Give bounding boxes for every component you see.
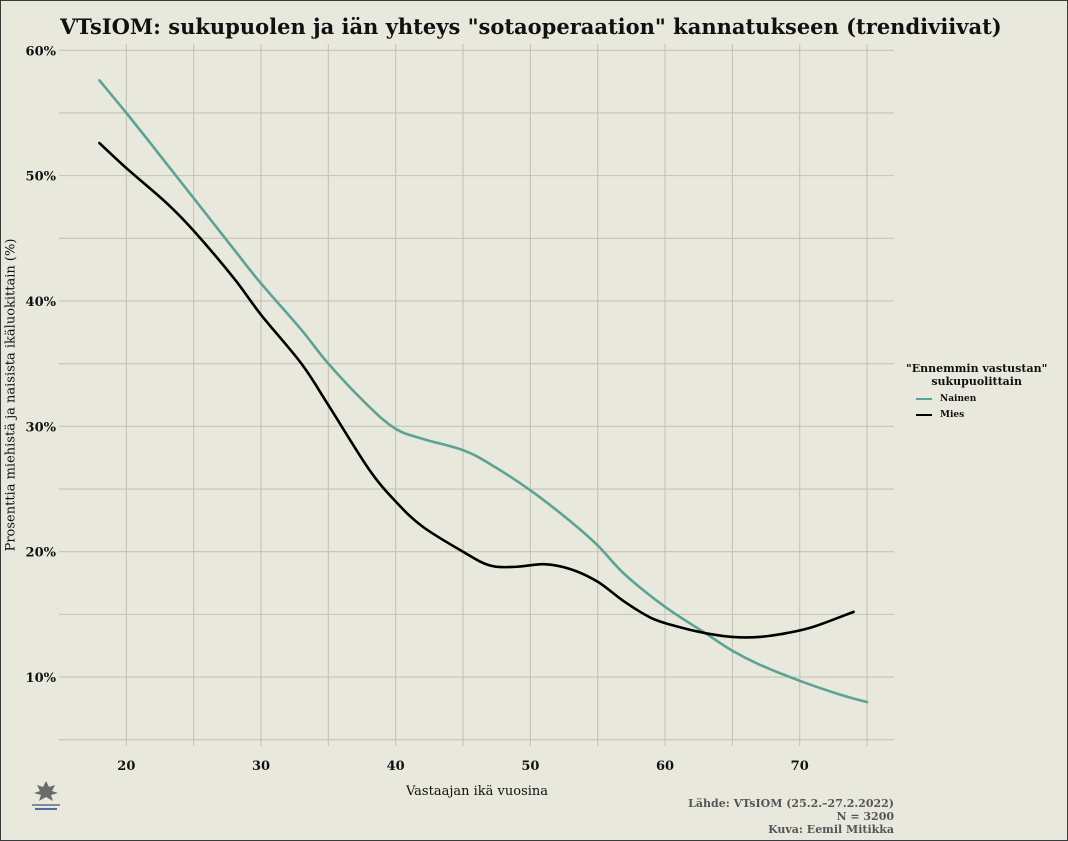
y-tick-label: 40% [26,295,57,310]
source-line: Lähde: VTsIOM (25.2.–27.2.2022) [688,797,894,810]
x-axis-label: Vastaajan ikä vuosina [405,784,549,799]
legend-swatch-nainen [916,398,932,400]
y-tick-label: 60% [26,44,57,59]
grid-major [59,44,894,746]
x-tick-label: 20 [117,759,135,774]
y-tick-label: 30% [26,420,57,435]
y-tick-label: 20% [26,546,57,561]
legend-item-nainen: Nainen [906,394,1047,404]
y-tick-label: 50% [26,170,57,185]
x-tick-label: 50 [521,759,539,774]
ticks-layer: 20 30 40 50 60 70 10% 20% 30% 40% 50% 60% [26,44,809,774]
x-tick-label: 40 [387,759,405,774]
chart-title: VTsIOM: sukupuolen ja iän yhteys "sotaop… [60,14,1002,39]
legend-label-nainen: Nainen [940,394,977,404]
credit-line: Kuva: Eemil Mitikka [768,823,894,836]
legend-label-mies: Mies [940,410,965,420]
legend: "Ennemmin vastustan" sukupuolittain Nain… [906,362,1047,420]
x-tick-label: 60 [656,759,674,774]
legend-title-line2: sukupuolittain [931,375,1022,388]
x-tick-label: 30 [252,759,270,774]
legend-title-line1: "Ennemmin vastustan" [906,362,1048,375]
source-caption: Lähde: VTsIOM (25.2.–27.2.2022) N = 3200… [688,797,894,836]
x-tick-label: 70 [791,759,809,774]
y-axis-label: Prosenttia miehistä ja naisista ikäluoki… [3,238,19,552]
legend-title: "Ennemmin vastustan" sukupuolittain [906,362,1047,388]
university-of-helsinki-logo-icon [32,781,60,810]
sample-size-line: N = 3200 [836,810,894,823]
legend-item-mies: Mies [906,410,1047,420]
series-line-mies [98,141,855,639]
series-line-nainen [98,79,869,704]
grid-minor [59,44,894,746]
series-layer [98,79,869,704]
y-tick-label: 10% [26,671,57,686]
legend-swatch-mies [916,414,932,416]
